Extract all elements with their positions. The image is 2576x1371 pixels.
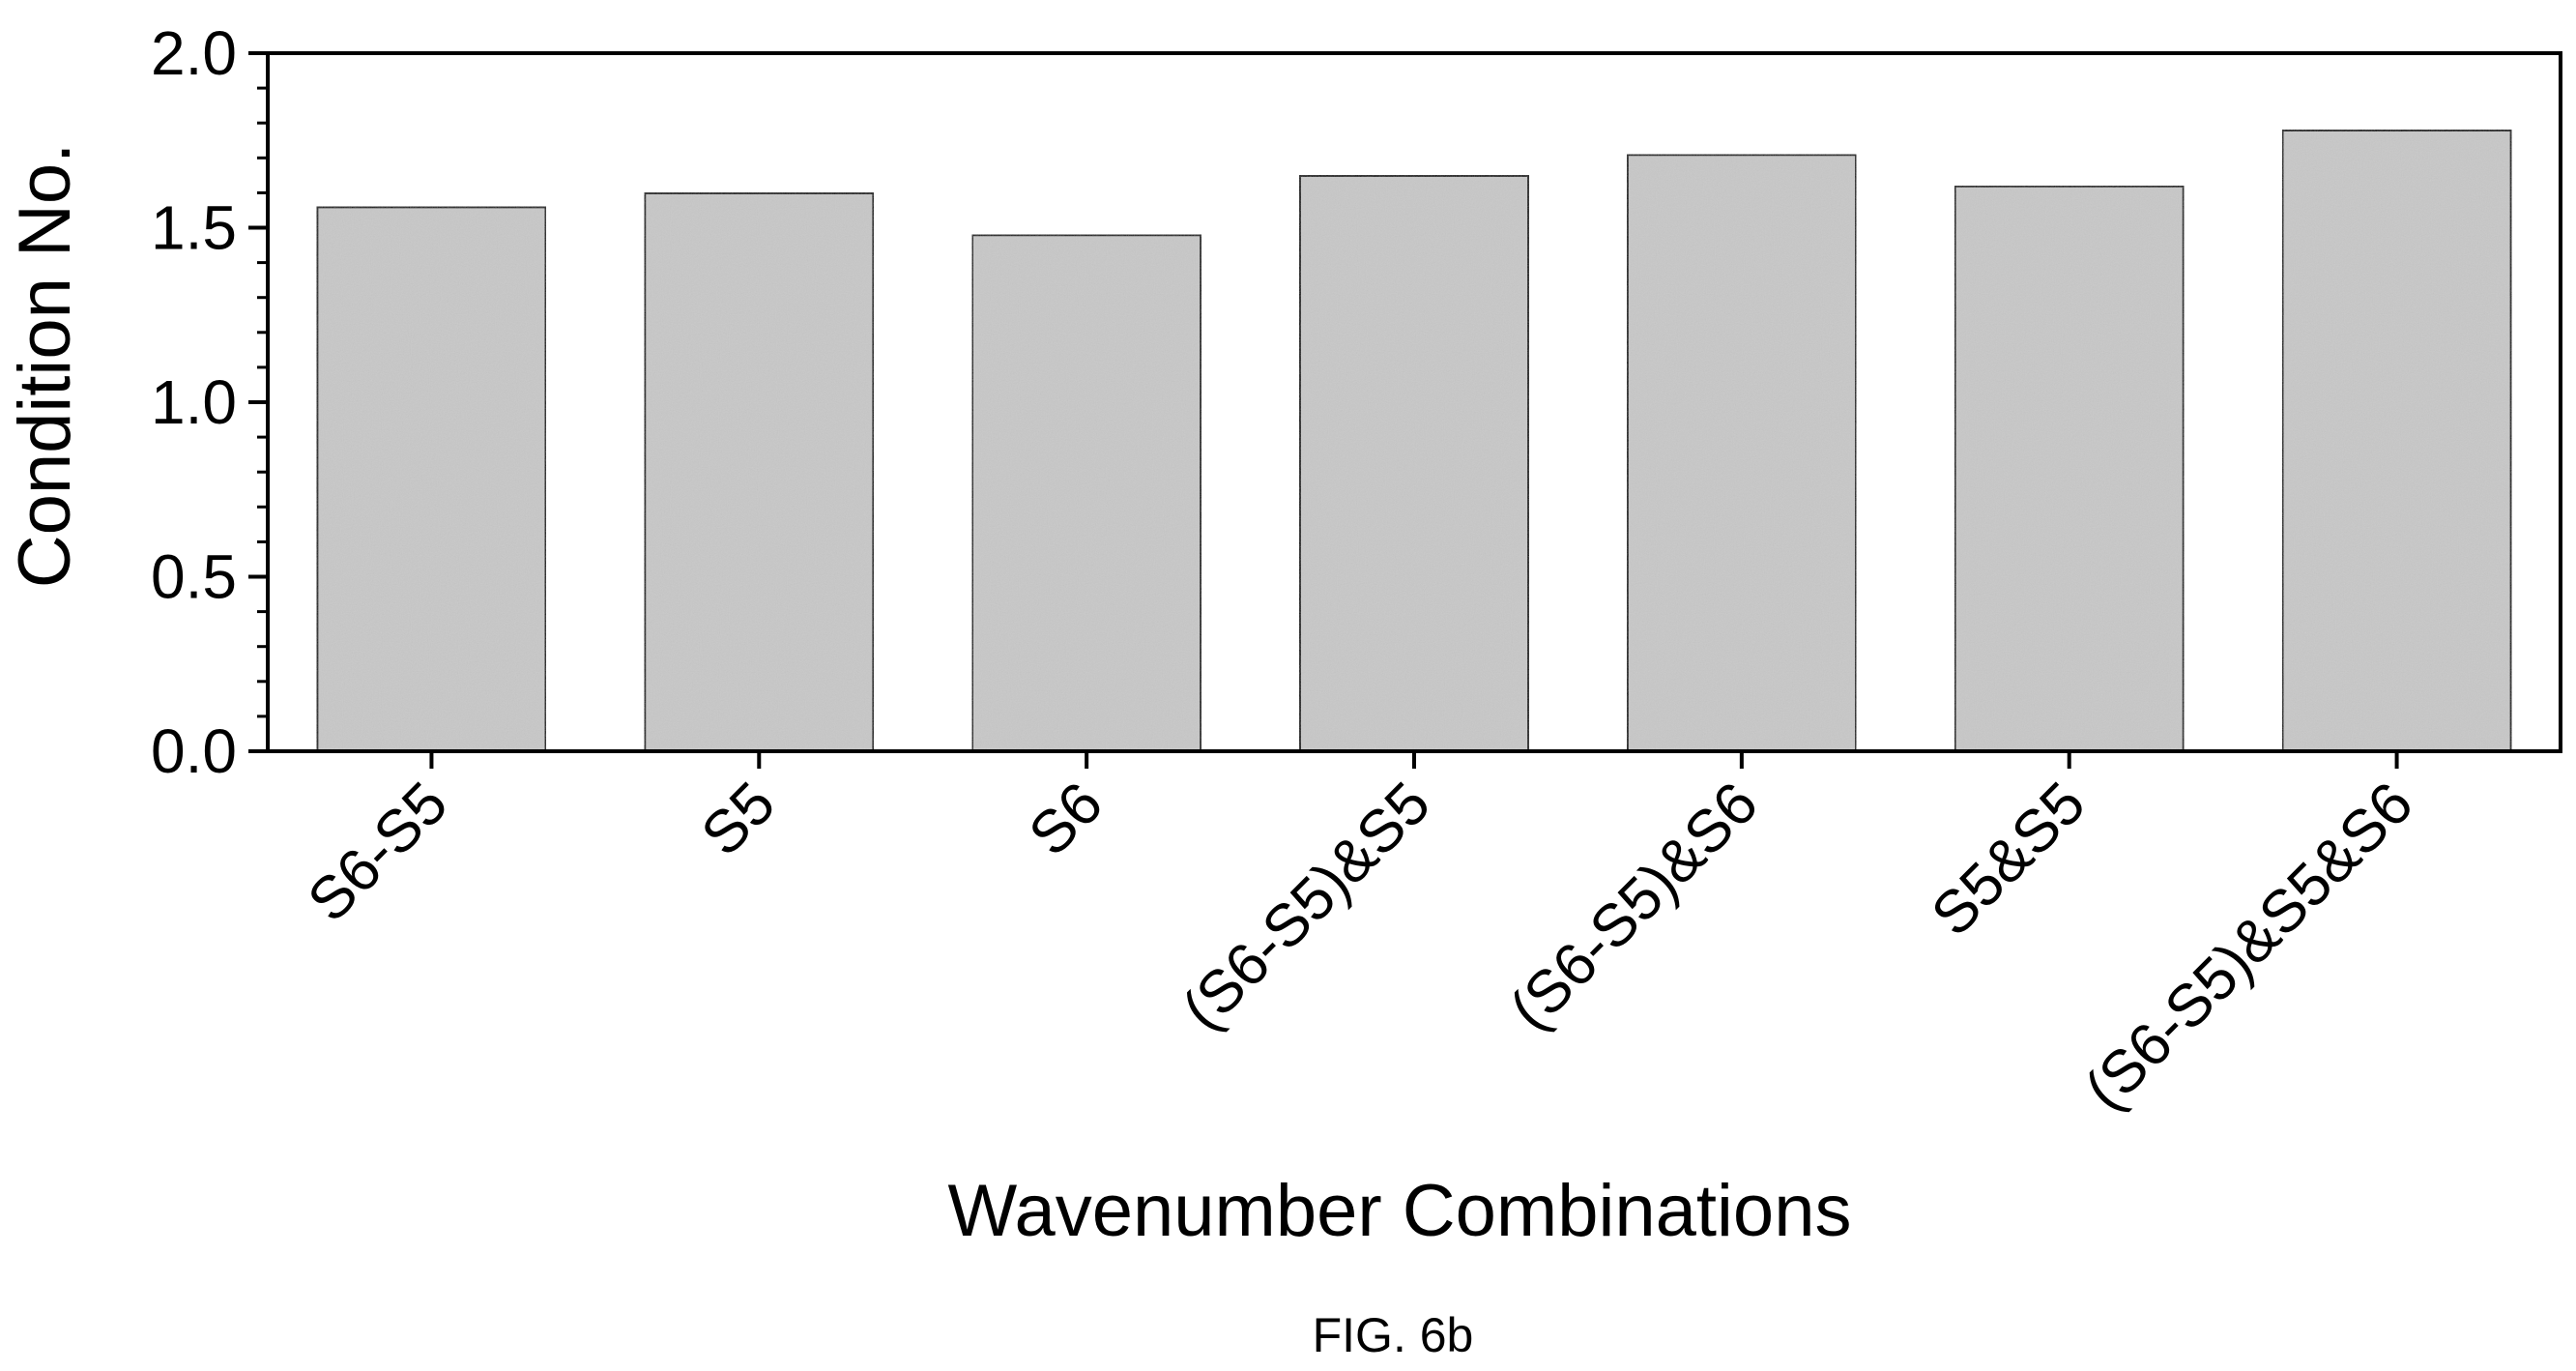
x-tick-label-2: S6 <box>1017 770 1115 868</box>
x-tick-label-0: S6-S5 <box>296 770 461 935</box>
x-tick-label-4: (S6-S5)&S6 <box>1497 770 1771 1043</box>
figure-caption: FIG. 6b <box>1313 1308 1474 1362</box>
bar-3 <box>1297 173 1531 753</box>
bar-2 <box>970 233 1203 753</box>
y-tick-label-2: 1.0 <box>151 367 237 437</box>
x-tick-label-1: S5 <box>689 770 788 868</box>
x-tick-label-5: S5&S5 <box>1919 770 2098 948</box>
x-tick-label-3: (S6-S5)&S5 <box>1170 770 1443 1043</box>
y-tick-label-4: 2.0 <box>151 18 237 88</box>
bar-0 <box>315 205 548 753</box>
bars-layer <box>315 128 2513 753</box>
y-tick-label-3: 1.5 <box>151 193 237 263</box>
bar-1 <box>643 190 876 753</box>
x-axis-title: Wavenumber Combinations <box>948 1170 1852 1252</box>
bar-4 <box>1625 153 1859 753</box>
bar-5 <box>1953 184 2185 753</box>
axes-layer <box>248 51 2562 769</box>
bar-6 <box>2280 128 2513 753</box>
y-tick-label-0: 0.0 <box>151 716 237 786</box>
x-tick-label-6: (S6-S5)&S5&S6 <box>2072 770 2426 1123</box>
y-tick-label-1: 0.5 <box>151 542 237 612</box>
y-axis-title: Condition No. <box>4 143 86 589</box>
